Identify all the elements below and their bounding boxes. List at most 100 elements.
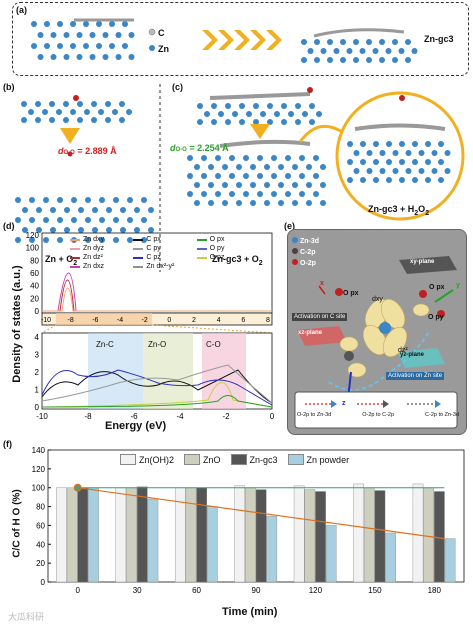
trend-line-zn-powder	[77, 487, 445, 540]
panel-b-figure	[15, 84, 161, 272]
dos-top-ytick: 40	[30, 282, 39, 291]
bar-xtick: 0	[75, 586, 80, 595]
bar-zn-gc3	[315, 491, 326, 583]
o-px-label-2: O px	[429, 284, 445, 291]
orbital-lobes	[339, 298, 430, 378]
flow-legend-box	[294, 391, 458, 429]
zoom-caption: Zn-gc3 + H2O2	[368, 204, 430, 217]
region-label-c-o: C-O	[206, 340, 221, 349]
legend-label: C px	[146, 236, 161, 243]
legend-label: O px	[209, 236, 225, 243]
dos-inset-xtick: -4	[117, 317, 123, 324]
legend-label: Zn dx²-y²	[146, 263, 175, 270]
panel-b-label: (b)	[3, 82, 15, 92]
o-atom-left	[335, 288, 343, 296]
dos-xtick: -2	[222, 412, 230, 421]
xz-plane-shape	[297, 326, 347, 346]
bar-legend-label: Zn powder	[306, 454, 350, 465]
reaction-arrows	[202, 30, 282, 50]
zn-atom-center	[379, 322, 391, 334]
legend-label: Zn dyz	[83, 245, 105, 252]
dos-legend-item: Zn dxz	[70, 263, 133, 270]
bar-zno	[126, 487, 137, 583]
dos-inset-xtick: -8	[68, 317, 74, 324]
region-label-zn-c: Zn-C	[96, 340, 114, 349]
bar-zn-gc3	[77, 487, 89, 583]
bar-ytick: 20	[36, 559, 45, 568]
bar-zn-oh-2	[293, 485, 305, 583]
dos-top-ytick: 20	[30, 294, 39, 303]
bar-legend-swatch	[287, 454, 304, 465]
bar-zno	[363, 487, 375, 583]
zoom-circle	[335, 91, 465, 221]
carbon-legend-dot	[148, 28, 156, 36]
carbon-legend-label: C	[158, 28, 165, 38]
o-px-label-1: O px	[343, 290, 359, 297]
xz-plane-label: xz-plane	[298, 330, 323, 336]
dos-legend-item: Zn dx²-y²	[133, 263, 196, 270]
bar-zn-oh-2	[56, 487, 67, 583]
legend-swatch	[70, 247, 80, 250]
zn3d-dot	[292, 237, 298, 243]
bar-zn-gc3	[136, 486, 148, 583]
bar-legend-label: Zn(OH)2	[139, 454, 175, 465]
dos-legend-item: O pz	[196, 254, 260, 261]
dos-top-ytick: 80	[30, 256, 39, 265]
legend-label: C py	[146, 245, 161, 252]
bar-zno	[304, 489, 316, 583]
panel-c-label: (c)	[172, 82, 183, 92]
o-atom-right	[419, 290, 427, 298]
dos-bottom-o-px	[41, 395, 273, 408]
down-arrow-c	[250, 124, 270, 139]
panel-c-figure	[187, 87, 465, 221]
dos-inset-xtick: -2	[142, 317, 148, 324]
graphene-layer-zoom	[354, 123, 446, 131]
dos-legend-item: C py	[133, 245, 196, 252]
bar-ytick: 120	[32, 465, 46, 474]
legend-swatch	[133, 256, 144, 259]
bar-chart-xlabel: Time (min)	[222, 606, 278, 618]
flow-legend-text: O-2p to Zn-3d O-2p to C-2p C-2p to Zn-3d	[297, 412, 459, 418]
bar-legend-item: Zn-gc3	[230, 454, 278, 465]
bar-zn-oh-2	[234, 485, 246, 583]
zinc-legend-dot	[149, 45, 155, 51]
panel-c-caption: Zn-gc3 + O2	[212, 254, 263, 267]
dos-legend-item: Zn dyz	[70, 245, 133, 252]
dos-inset-xtick: -10	[41, 317, 51, 324]
dos-bottom-ytick: 3	[35, 351, 40, 360]
panel-a-figure	[31, 18, 418, 63]
flow-legend-arrows	[305, 400, 441, 408]
o2-molecule-c	[307, 87, 313, 93]
legend-swatch	[196, 238, 207, 241]
legend-swatch	[70, 256, 80, 259]
d-oo-label-b: dO-O = 2.889 Å	[58, 146, 117, 156]
bar-xtick: 30	[133, 586, 142, 595]
dos-bottom-c-px	[41, 369, 273, 404]
legend-swatch	[133, 247, 144, 250]
legend-swatch	[133, 265, 144, 268]
dos-inset-xtick: 0	[167, 317, 171, 324]
bar-zn-powder	[444, 538, 456, 583]
o-py-label: O py	[428, 314, 444, 321]
dos-bottom-ytick: 4	[35, 333, 40, 342]
dos-top-peak-1	[42, 272, 272, 312]
dos-bottom-c-py	[41, 364, 273, 404]
dos-top-ytick: 100	[26, 244, 40, 253]
bar-zn-gc3	[196, 487, 207, 583]
bar-zn-gc3	[255, 489, 267, 583]
bar-zn-powder	[325, 525, 337, 583]
zn-gc3-label: Zn-gc3	[424, 34, 454, 44]
bar-legend-swatch	[120, 454, 136, 465]
dos-xtick: -4	[176, 412, 184, 421]
dos-xtick: -8	[84, 412, 92, 421]
bar-legend-swatch	[184, 454, 201, 465]
panel-b-caption: Zn + O2	[45, 254, 78, 267]
xy-plane-label: xy-plane	[410, 259, 435, 265]
legend-swatch	[196, 256, 207, 259]
dos-xtick: -10	[36, 412, 48, 421]
zinc-legend-label: Zn	[158, 44, 169, 54]
o2-molecule-b	[73, 95, 79, 101]
bar-legend-label: Zn-gc3	[249, 454, 278, 465]
dos-top-peak-2	[42, 279, 272, 312]
dos-xlabel: Energy (eV)	[105, 420, 167, 432]
